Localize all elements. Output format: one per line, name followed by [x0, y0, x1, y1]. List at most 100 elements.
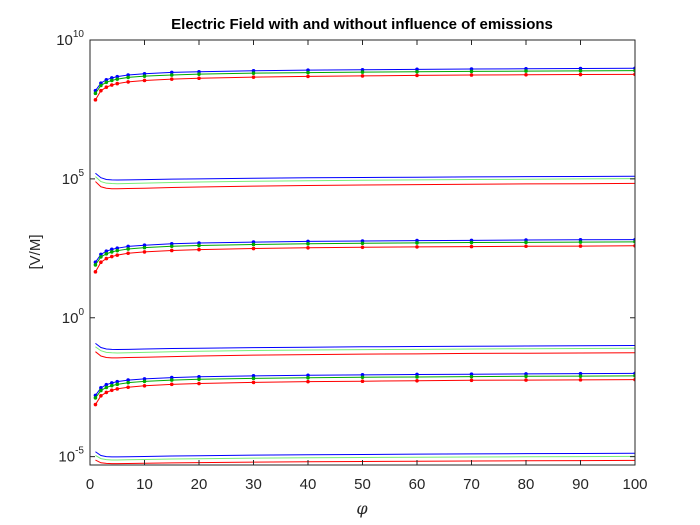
data-point	[142, 78, 147, 83]
data-point	[104, 249, 109, 253]
data-point	[126, 80, 130, 84]
data-point	[197, 381, 201, 386]
data-point	[469, 378, 474, 383]
data-point	[126, 380, 130, 385]
data-point	[110, 254, 114, 259]
data-point	[197, 247, 201, 252]
data-point	[110, 250, 114, 254]
data-point	[197, 72, 201, 76]
data-point	[251, 75, 256, 79]
data-point	[99, 255, 103, 259]
series-line-16	[95, 455, 635, 461]
x-tick-label: 80	[518, 476, 535, 493]
data-point	[524, 374, 528, 379]
data-point	[360, 241, 365, 246]
series-line-17	[95, 459, 635, 465]
x-tick-label: 100	[622, 476, 647, 493]
data-point	[142, 377, 147, 381]
data-point	[360, 70, 365, 74]
data-point	[115, 81, 120, 86]
data-point	[197, 76, 201, 81]
x-axis: 0 10 20 30 40 50 60 70 80 90 100	[86, 40, 648, 493]
axes-box	[89, 39, 636, 466]
data-point	[104, 390, 109, 395]
data-point	[197, 243, 201, 248]
data-point	[126, 244, 130, 249]
data-point	[360, 375, 365, 380]
data-point	[93, 98, 98, 102]
series-line-2	[95, 73, 635, 101]
data-point	[360, 245, 365, 250]
data-point	[469, 73, 474, 77]
data-point	[306, 379, 310, 384]
series-line-14	[95, 379, 635, 405]
x-tick-label: 60	[409, 476, 426, 493]
data-point	[126, 75, 130, 80]
data-point	[110, 381, 114, 385]
data-point	[415, 372, 419, 377]
data-point	[524, 240, 528, 245]
data-point	[99, 252, 103, 257]
data-point	[110, 247, 114, 252]
data-point	[415, 241, 419, 245]
data-point	[169, 375, 174, 380]
x-axis-label: φ	[356, 499, 368, 518]
data-point	[169, 378, 174, 382]
data-point	[104, 252, 109, 256]
data-point	[197, 374, 201, 379]
data-point	[142, 245, 147, 250]
data-point	[104, 77, 109, 82]
data-point	[306, 242, 310, 246]
series-line-7	[95, 241, 635, 266]
data-point	[360, 74, 365, 78]
data-point	[469, 244, 474, 249]
data-point	[104, 382, 109, 387]
data-point	[99, 88, 103, 93]
series-line-9	[95, 342, 635, 351]
series-line-1	[95, 70, 635, 94]
series-line-3	[95, 172, 635, 181]
data-point	[142, 384, 147, 388]
series-line-13	[95, 375, 635, 399]
data-point	[169, 382, 174, 387]
data-point	[306, 375, 310, 380]
data-point	[251, 380, 256, 385]
data-point	[115, 382, 120, 387]
y-tick-label: 105	[62, 168, 85, 188]
data-point	[469, 240, 474, 245]
x-tick-label: 20	[191, 476, 208, 493]
data-point	[93, 270, 98, 274]
plot-area	[93, 66, 635, 465]
data-point	[104, 85, 109, 89]
data-point	[415, 73, 419, 78]
y-tick-label: 1010	[56, 29, 84, 49]
data-point	[251, 71, 256, 75]
data-point	[415, 375, 419, 379]
data-point	[469, 374, 474, 379]
data-point	[169, 248, 174, 253]
x-tick-label: 70	[463, 476, 480, 493]
data-point	[104, 80, 109, 85]
y-axis-label: [V/M]	[27, 234, 44, 269]
data-point	[169, 77, 174, 81]
series-line-8	[95, 245, 635, 273]
data-point	[578, 378, 583, 382]
series-line-11	[95, 351, 635, 359]
data-point	[169, 244, 174, 249]
data-point	[169, 242, 174, 246]
data-point	[115, 74, 120, 79]
data-point	[251, 376, 256, 381]
chart-title: Electric Field with and without influenc…	[171, 16, 553, 33]
data-point	[110, 83, 114, 87]
data-point	[578, 240, 583, 244]
data-point	[578, 244, 583, 248]
x-tick-label: 90	[572, 476, 589, 493]
data-point	[306, 246, 310, 250]
data-point	[306, 373, 310, 378]
data-point	[251, 242, 256, 247]
data-point	[142, 250, 147, 254]
data-point	[169, 70, 174, 75]
data-point	[115, 77, 120, 81]
data-point	[115, 379, 120, 384]
series-line-15	[95, 451, 635, 458]
